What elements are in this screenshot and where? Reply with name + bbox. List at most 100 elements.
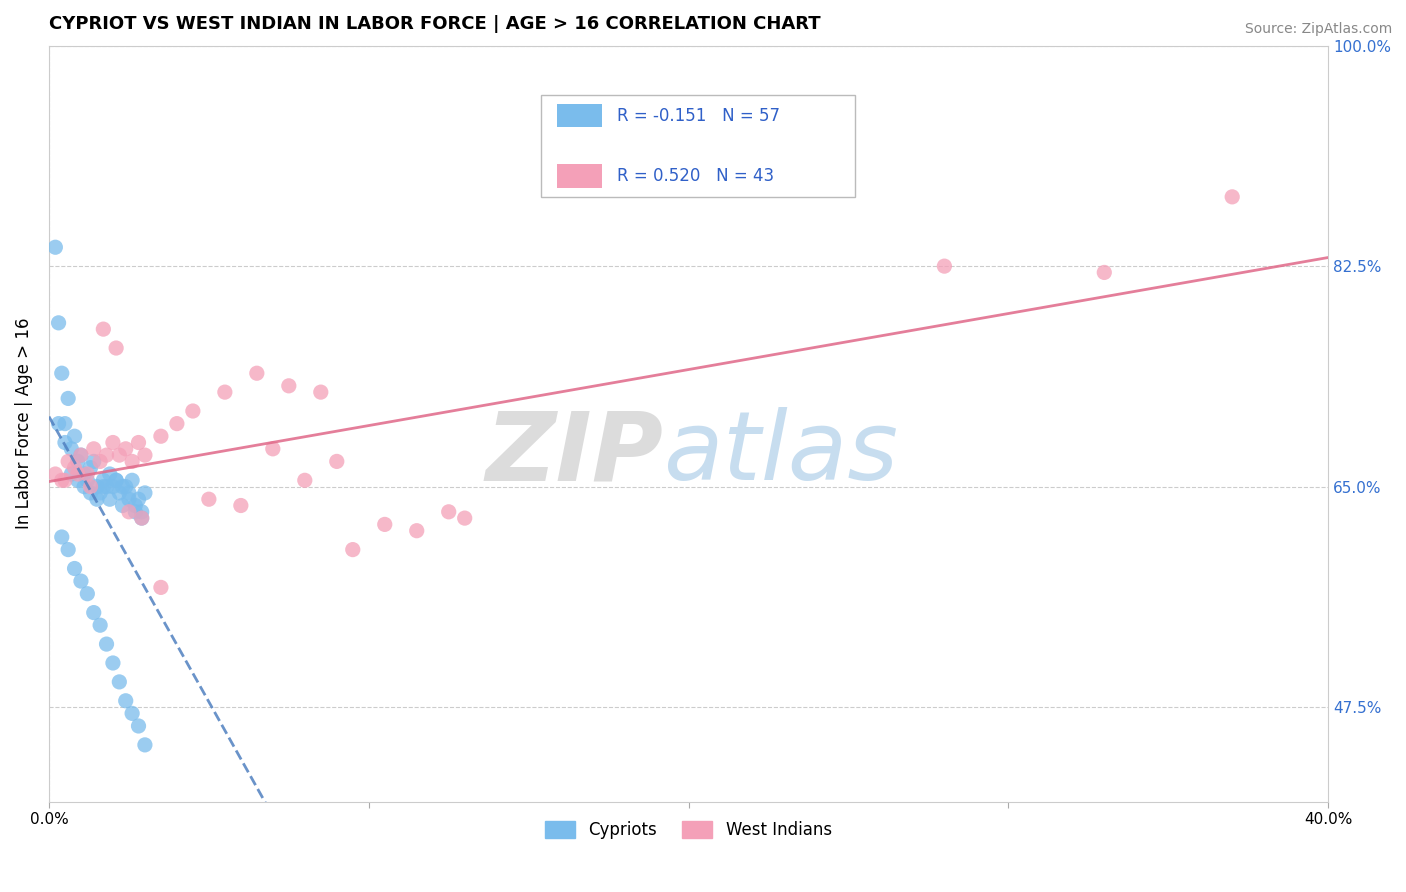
- Point: [121, 454, 143, 468]
- Point: [44, 240, 66, 254]
- Point: [309, 385, 332, 400]
- Point: [73, 480, 96, 494]
- Point: [56, 392, 79, 406]
- Point: [108, 486, 131, 500]
- Point: [108, 674, 131, 689]
- Point: [101, 435, 124, 450]
- Point: [118, 492, 141, 507]
- Point: [114, 480, 136, 494]
- Point: [166, 417, 188, 431]
- Point: [89, 618, 111, 632]
- Point: [70, 448, 93, 462]
- Point: [89, 486, 111, 500]
- Point: [60, 442, 83, 456]
- Point: [63, 460, 86, 475]
- Text: atlas: atlas: [664, 408, 898, 500]
- Point: [66, 473, 89, 487]
- Point: [66, 467, 89, 481]
- Point: [51, 530, 73, 544]
- Legend: Cypriots, West Indians: Cypriots, West Indians: [538, 814, 838, 847]
- Point: [246, 366, 269, 380]
- FancyBboxPatch shape: [541, 95, 855, 197]
- Point: [76, 473, 98, 487]
- Point: [131, 511, 153, 525]
- Point: [229, 499, 252, 513]
- Point: [405, 524, 427, 538]
- Point: [198, 492, 221, 507]
- Point: [63, 561, 86, 575]
- Y-axis label: In Labor Force | Age > 16: In Labor Force | Age > 16: [15, 318, 32, 529]
- Point: [96, 637, 118, 651]
- Point: [105, 341, 128, 355]
- Point: [48, 417, 70, 431]
- Point: [86, 480, 108, 494]
- Point: [96, 448, 118, 462]
- Text: R = -0.151   N = 57: R = -0.151 N = 57: [617, 106, 780, 125]
- Point: [98, 492, 121, 507]
- Point: [96, 480, 118, 494]
- Point: [124, 505, 146, 519]
- Point: [149, 429, 172, 443]
- Point: [66, 454, 89, 468]
- Point: [101, 480, 124, 494]
- Text: R = 0.520   N = 43: R = 0.520 N = 43: [617, 167, 775, 186]
- Point: [124, 499, 146, 513]
- Point: [134, 738, 156, 752]
- Point: [262, 442, 284, 456]
- Point: [70, 574, 93, 588]
- Point: [86, 492, 108, 507]
- Point: [128, 435, 150, 450]
- Point: [53, 417, 76, 431]
- Point: [437, 505, 460, 519]
- Point: [51, 473, 73, 487]
- Point: [70, 448, 93, 462]
- Point: [934, 259, 956, 273]
- Point: [114, 442, 136, 456]
- Point: [44, 467, 66, 481]
- Point: [73, 467, 96, 481]
- Point: [131, 511, 153, 525]
- Point: [277, 379, 299, 393]
- Point: [76, 467, 98, 481]
- Point: [98, 467, 121, 481]
- Point: [128, 719, 150, 733]
- Point: [454, 511, 477, 525]
- Point: [91, 473, 114, 487]
- Point: [374, 517, 396, 532]
- Point: [121, 706, 143, 721]
- Point: [214, 385, 236, 400]
- Point: [111, 480, 134, 494]
- Point: [60, 467, 83, 481]
- Point: [326, 454, 349, 468]
- Point: [108, 448, 131, 462]
- Point: [134, 486, 156, 500]
- Point: [294, 473, 316, 487]
- Point: [1092, 265, 1115, 279]
- Point: [118, 486, 141, 500]
- Point: [56, 542, 79, 557]
- Point: [91, 322, 114, 336]
- FancyBboxPatch shape: [557, 164, 602, 188]
- Point: [118, 505, 141, 519]
- Point: [53, 473, 76, 487]
- Point: [149, 581, 172, 595]
- Point: [83, 442, 105, 456]
- Point: [114, 694, 136, 708]
- Point: [111, 499, 134, 513]
- Point: [83, 606, 105, 620]
- Text: Source: ZipAtlas.com: Source: ZipAtlas.com: [1244, 22, 1392, 37]
- Point: [131, 505, 153, 519]
- Point: [181, 404, 204, 418]
- Point: [83, 454, 105, 468]
- Point: [105, 473, 128, 487]
- Text: ZIP: ZIP: [485, 408, 664, 500]
- Point: [76, 587, 98, 601]
- Point: [91, 480, 114, 494]
- Point: [63, 429, 86, 443]
- Point: [79, 460, 101, 475]
- Point: [121, 473, 143, 487]
- Point: [79, 486, 101, 500]
- Point: [56, 454, 79, 468]
- Point: [101, 656, 124, 670]
- Point: [89, 454, 111, 468]
